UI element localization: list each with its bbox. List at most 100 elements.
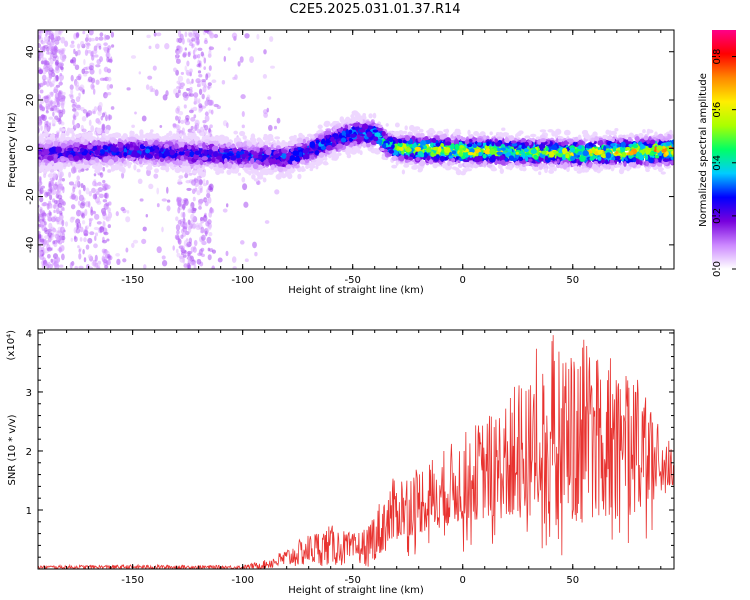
heatmap-noise-cell [177,206,181,214]
heatmap-noise-cell [69,95,74,99]
heatmap-noise-cell [183,221,188,226]
heatmap-noise-cell [78,248,81,253]
heatmap-noise-cell [156,203,160,208]
heatmap-noise-cell [225,250,229,257]
heatmap-noise-cell [53,86,59,94]
heatmap-noise-cell [88,30,94,36]
heatmap-noise-cell [153,31,157,37]
heatmap-noise-cell [182,226,188,233]
heatmap-noise-cell [185,231,190,236]
heatmap-noise-cell [194,187,198,192]
heatmap-noise-cell [263,49,267,55]
heatmap-noise-cell [232,266,237,269]
heatmap-cell [515,133,519,140]
heatmap-cell [253,178,259,182]
heatmap-noise-cell [62,186,65,194]
heatmap-noise-cell [237,60,241,67]
heatmap-noise-cell [102,199,108,203]
heatmap-noise-cell [183,198,189,202]
heatmap-noise-cell [38,244,42,252]
heatmap-noise-cell [106,76,112,82]
heatmap-noise-cell [201,79,207,83]
heatmap-noise-cell [39,89,44,94]
heatmap-noise-cell [53,46,59,53]
heatmap-noise-cell [217,257,223,263]
heatmap-noise-cell [61,108,66,115]
heatmap-noise-cell [52,56,56,62]
heatmap-cell [136,168,141,173]
heatmap-noise-cell [188,32,194,38]
heatmap-noise-cell [193,114,197,119]
heatmap-noise-cell [75,96,81,103]
heatmap-noise-cell [108,201,112,206]
heatmap-cell [365,121,371,125]
heatmap-noise-cell [70,40,75,45]
heatmap-noise-cell [190,246,195,253]
heatmap-cell [47,173,54,178]
heatmap-noise-cell [42,259,48,267]
heatmap-noise-cell [206,94,211,100]
heatmap-noise-cell [51,46,55,52]
heatmap-noise-cell [76,223,79,230]
heatmap-noise-cell [205,179,209,185]
heatmap-noise-cell [76,175,81,181]
heatmap-noise-cell [211,265,215,269]
heatmap-noise-cell [110,106,115,110]
heatmap-noise-cell [48,200,52,204]
heatmap-noise-cell [205,221,210,227]
heatmap-noise-cell [130,55,137,59]
heatmap-noise-cell [188,89,193,94]
heatmap-noise-cell [263,112,268,118]
heatmap-cell [401,169,406,175]
heatmap-noise-cell [92,210,96,214]
heatmap-noise-cell [83,229,89,236]
heatmap-noise-cell [102,179,106,184]
heatmap-noise-cell [192,196,196,202]
heatmap-noise-cell [146,169,151,177]
heatmap-noise-cell [276,117,281,124]
heatmap-noise-cell [86,43,91,47]
heatmap-noise-cell [207,254,212,261]
heatmap-noise-cell [58,90,62,95]
heatmap-noise-cell [223,55,227,62]
heatmap-noise-cell [177,116,181,121]
heatmap-noise-cell [98,106,102,113]
heatmap-cell [457,163,463,168]
heatmap-cell [241,176,246,183]
heatmap-noise-cell [104,265,109,269]
heatmap-noise-cell [106,83,111,91]
heatmap-noise-cell [195,78,201,84]
heatmap-noise-cell [181,252,185,256]
heatmap-noise-cell [94,235,97,242]
heatmap-noise-cell [54,115,59,120]
heatmap-noise-cell [79,202,85,209]
heatmap-noise-cell [94,213,100,220]
heatmap-noise-cell [60,172,64,178]
heatmap-cell [467,129,471,136]
heatmap-cell [287,173,293,180]
heatmap-noise-cell [52,204,56,209]
heatmap-noise-cell [87,237,93,244]
heatmap-noise-cell [207,85,210,90]
heatmap-noise-cell [70,98,76,104]
heatmap-noise-cell [46,247,53,252]
heatmap-noise-cell [146,34,151,39]
heatmap-cell [590,134,595,138]
heatmap-noise-cell [166,186,169,194]
heatmap-noise-cell [181,37,185,45]
heatmap-noise-cell [143,264,147,269]
heatmap-cell [264,140,270,145]
heatmap-noise-cell [189,81,192,85]
heatmap-noise-cell [175,224,181,231]
heatmap-cell [435,142,440,147]
heatmap-noise-cell [55,35,58,42]
heatmap-noise-cell [107,207,111,213]
heatmap-noise-cell [49,194,53,201]
heatmap-noise-cell [39,196,44,203]
heatmap-noise-cell [211,249,217,254]
heatmap-noise-cell [47,253,51,259]
heatmap-noise-cell [90,37,96,42]
heatmap-cell [394,122,400,128]
heatmap-cell [346,153,352,159]
heatmap-noise-cell [206,236,212,244]
